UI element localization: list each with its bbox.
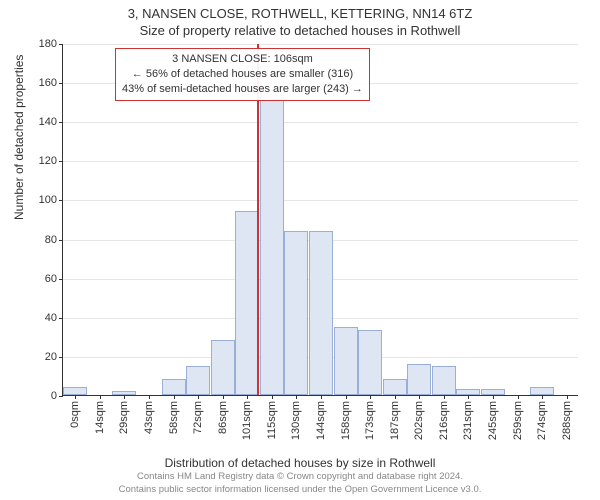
x-tick-label: 259sqm	[512, 401, 524, 440]
x-tick-mark	[174, 395, 175, 399]
annotation-line1: 3 NANSEN CLOSE: 106sqm	[122, 52, 363, 67]
histogram-bar	[63, 387, 87, 395]
histogram-bar	[383, 379, 407, 395]
histogram-bar	[186, 366, 210, 395]
y-tick-label: 80	[45, 234, 57, 246]
x-tick-mark	[198, 395, 199, 399]
x-tick-label: 231sqm	[462, 401, 474, 440]
x-tick-label: 245sqm	[487, 401, 499, 440]
x-tick-label: 86sqm	[217, 401, 229, 434]
x-tick-mark	[100, 395, 101, 399]
histogram-bar	[309, 231, 333, 395]
x-tick-mark	[296, 395, 297, 399]
y-tick-label: 120	[39, 155, 57, 167]
x-tick-mark	[346, 395, 347, 399]
y-tick-mark	[59, 44, 63, 45]
x-tick-mark	[567, 395, 568, 399]
gridline	[63, 200, 578, 201]
x-tick-mark	[272, 395, 273, 399]
chart-footer: Contains HM Land Registry data © Crown c…	[0, 471, 600, 496]
histogram-bar	[284, 231, 308, 395]
annotation-box: 3 NANSEN CLOSE: 106sqm← 56% of detached …	[115, 48, 370, 101]
x-tick-label: 72sqm	[192, 401, 204, 434]
x-tick-label: 144sqm	[315, 401, 327, 440]
x-tick-label: 29sqm	[118, 401, 130, 434]
x-tick-label: 202sqm	[413, 401, 425, 440]
chart-title-line2: Size of property relative to detached ho…	[0, 21, 600, 38]
x-tick-label: 0sqm	[69, 401, 81, 428]
x-tick-mark	[321, 395, 322, 399]
x-tick-mark	[370, 395, 371, 399]
x-tick-mark	[542, 395, 543, 399]
footer-line1: Contains HM Land Registry data © Crown c…	[0, 471, 600, 483]
y-tick-label: 40	[45, 312, 57, 324]
histogram-bar	[162, 379, 186, 395]
x-tick-label: 130sqm	[290, 401, 302, 440]
y-tick-mark	[59, 200, 63, 201]
y-tick-label: 140	[39, 116, 57, 128]
annotation-line3: 43% of semi-detached houses are larger (…	[122, 82, 363, 97]
annotation-line2: ← 56% of detached houses are smaller (31…	[122, 67, 363, 82]
y-tick-label: 180	[39, 38, 57, 50]
y-tick-label: 100	[39, 194, 57, 206]
histogram-bar	[432, 366, 456, 395]
y-tick-mark	[59, 318, 63, 319]
x-tick-label: 187sqm	[389, 401, 401, 440]
x-tick-label: 43sqm	[143, 401, 155, 434]
x-tick-mark	[223, 395, 224, 399]
histogram-bar	[407, 364, 431, 395]
y-tick-mark	[59, 279, 63, 280]
y-tick-mark	[59, 83, 63, 84]
x-tick-label: 173sqm	[364, 401, 376, 440]
x-tick-label: 14sqm	[94, 401, 106, 434]
x-tick-mark	[247, 395, 248, 399]
y-tick-label: 60	[45, 273, 57, 285]
x-tick-mark	[419, 395, 420, 399]
y-tick-mark	[59, 357, 63, 358]
footer-line2: Contains public sector information licen…	[0, 484, 600, 496]
x-tick-mark	[124, 395, 125, 399]
y-tick-label: 20	[45, 351, 57, 363]
x-tick-mark	[395, 395, 396, 399]
y-tick-mark	[59, 396, 63, 397]
x-axis-title: Distribution of detached houses by size …	[0, 456, 600, 470]
y-tick-label: 160	[39, 77, 57, 89]
gridline	[63, 44, 578, 45]
histogram-bar	[530, 387, 554, 395]
histogram-bar	[358, 330, 382, 395]
x-tick-label: 158sqm	[340, 401, 352, 440]
x-tick-label: 58sqm	[168, 401, 180, 434]
x-tick-label: 115sqm	[266, 401, 278, 439]
x-tick-label: 274sqm	[536, 401, 548, 440]
chart-plot-area: 0204060801001201401601800sqm14sqm29sqm43…	[62, 44, 578, 396]
gridline	[63, 122, 578, 123]
y-tick-mark	[59, 122, 63, 123]
gridline	[63, 161, 578, 162]
x-tick-mark	[75, 395, 76, 399]
x-tick-mark	[468, 395, 469, 399]
chart-title-line1: 3, NANSEN CLOSE, ROTHWELL, KETTERING, NN…	[0, 0, 600, 21]
x-tick-label: 288sqm	[561, 401, 573, 440]
x-tick-label: 101sqm	[241, 401, 253, 440]
x-tick-label: 216sqm	[438, 401, 450, 440]
histogram-bar	[211, 340, 235, 395]
histogram-bar	[235, 211, 259, 395]
x-tick-mark	[149, 395, 150, 399]
x-tick-mark	[518, 395, 519, 399]
histogram-bar	[334, 327, 358, 395]
x-tick-mark	[493, 395, 494, 399]
y-tick-mark	[59, 161, 63, 162]
y-axis-label: Number of detached properties	[12, 55, 26, 220]
x-tick-mark	[444, 395, 445, 399]
y-tick-mark	[59, 240, 63, 241]
histogram-bar	[260, 66, 284, 395]
y-tick-label: 0	[51, 390, 57, 402]
